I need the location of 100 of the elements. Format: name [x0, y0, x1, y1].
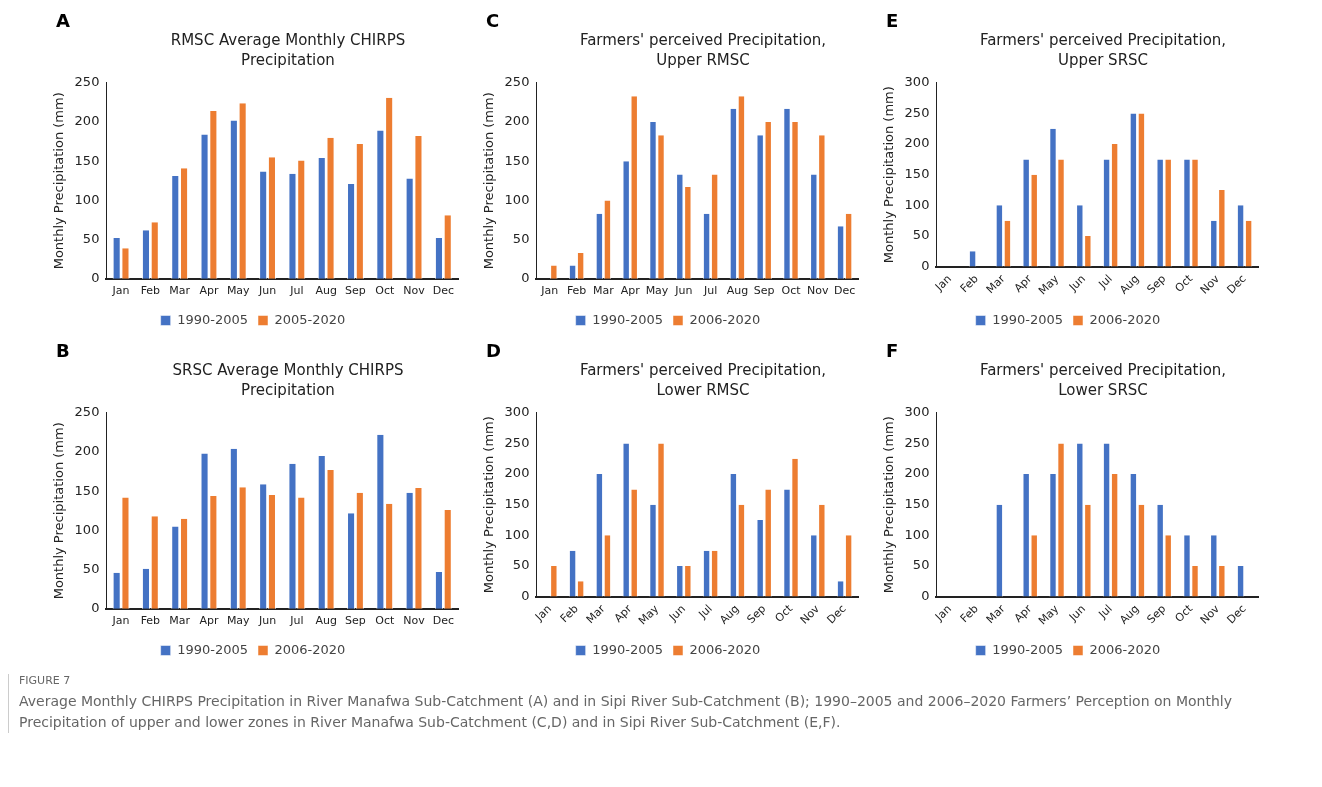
- x-tick-label: Jan: [932, 272, 954, 295]
- chart-title: Farmers' perceived Precipitation, Lower SRSC: [978, 360, 1228, 400]
- legend-label: 2005-2020: [274, 311, 346, 327]
- y-tick-label: 250: [504, 74, 530, 90]
- y-tick-label: 250: [74, 74, 100, 90]
- y-tick-label: 200: [504, 113, 530, 129]
- x-tick-label: Jun: [1065, 272, 1088, 295]
- x-tick-label: Aug: [315, 614, 337, 628]
- x-tick-label: Jun: [674, 284, 693, 298]
- y-tick-label: 50: [82, 560, 100, 576]
- y-tick-label: 50: [82, 230, 100, 246]
- x-tick-label: Feb: [957, 602, 981, 626]
- y-tick-label: 100: [904, 526, 930, 542]
- x-tick-label: Feb: [140, 284, 161, 298]
- text: F: [886, 340, 899, 361]
- legend-label: 2006-2020: [1089, 311, 1161, 327]
- y-tick-label: 50: [512, 230, 530, 246]
- y-tick-label: 250: [74, 404, 100, 420]
- y-tick-label: 0: [521, 270, 530, 286]
- y-tick-label: 250: [504, 434, 530, 450]
- x-tick-label: Jan: [111, 614, 130, 628]
- y-tick-label: 200: [904, 465, 930, 481]
- x-tick-label: Aug: [726, 284, 749, 298]
- y-tick-label: 300: [904, 74, 930, 90]
- y-tick-label: 150: [504, 152, 530, 168]
- x-tick-label: Feb: [957, 272, 981, 296]
- x-tick-label: Oct: [375, 614, 395, 628]
- x-tick-label: Jan: [111, 284, 130, 298]
- y-tick-label: 300: [904, 404, 930, 420]
- y-axis-title: Monthly Precipitation (mm): [51, 422, 67, 600]
- y-tick-label: 200: [74, 113, 100, 129]
- x-tick-label: Oct: [781, 284, 802, 298]
- x-tick-label: Jul: [289, 284, 304, 298]
- legend-label: 1990-2005: [992, 311, 1063, 327]
- y-tick-label: 150: [504, 496, 530, 512]
- y-tick-label: 150: [904, 166, 930, 182]
- x-tick-label: Jul: [1095, 272, 1115, 292]
- x-tick-label: Sep: [345, 284, 366, 298]
- x-tick-label: Apr: [611, 601, 635, 625]
- chart-title: Farmers' perceived Precipitation, Upper SRSC: [978, 30, 1228, 70]
- x-tick-label: Jun: [665, 602, 688, 625]
- legend-label: 1990-2005: [592, 311, 663, 327]
- chart-title: SRSC Average Monthly CHIRPS Precipitation: [171, 360, 405, 400]
- x-tick-label: May: [226, 284, 251, 298]
- y-tick-label: 150: [904, 496, 930, 512]
- legend-label: 1990-2005: [177, 641, 248, 657]
- y-tick-label: 50: [912, 227, 930, 243]
- x-tick-label: Mar: [593, 284, 615, 298]
- y-axis-title: Monthly Precipitation (mm): [481, 92, 497, 270]
- y-tick-label: 50: [912, 557, 930, 573]
- x-tick-label: Mar: [169, 614, 191, 628]
- x-tick-label: Jun: [257, 284, 277, 298]
- x-tick-label: Jan: [532, 602, 554, 625]
- x-tick-label: Feb: [566, 284, 587, 298]
- y-axis-title: Monthly Precipitation (mm): [51, 92, 67, 270]
- x-tick-label: Mar: [583, 601, 608, 627]
- text: FIGURE 7: [19, 674, 72, 687]
- y-tick-label: 0: [91, 600, 100, 616]
- y-tick-label: 150: [74, 482, 100, 498]
- legend-label: 2006-2020: [274, 641, 346, 657]
- y-axis-title: Monthly Precipitation (mm): [481, 416, 497, 594]
- x-tick-label: Dec: [833, 284, 856, 298]
- x-tick-label: Apr: [199, 614, 219, 628]
- text: Average Monthly CHIRPS Precipitation in River Manafwa Sub-Catchment (A) and in Sipi River Sub-Catchment (B); 1990–2005 and 2006–2020 Farmers’ Perception on Monthly Precipitation of upper and lower zones in River Manafwa Sub-Catchment (C,D) and in Sipi River Sub-Catchment (E,F).: [19, 692, 1233, 732]
- legend-label: 2006-2020: [689, 311, 761, 327]
- text: B: [56, 340, 70, 361]
- chart-title: RMSC Average Monthly CHIRPS Precipitation: [169, 30, 407, 70]
- x-tick-label: Feb: [140, 614, 161, 628]
- x-tick-label: Mar: [983, 601, 1008, 627]
- x-tick-label: Apr: [1011, 271, 1035, 295]
- x-tick-label: Mar: [983, 271, 1008, 297]
- text: A: [56, 10, 70, 31]
- y-tick-label: 200: [504, 465, 530, 481]
- x-tick-label: Feb: [557, 602, 581, 626]
- y-tick-label: 200: [904, 135, 930, 151]
- x-tick-label: Sep: [753, 284, 775, 298]
- x-tick-label: Oct: [375, 284, 395, 298]
- x-tick-label: Aug: [315, 284, 337, 298]
- x-tick-label: Oct: [1172, 271, 1196, 295]
- x-tick-label: Nov: [807, 284, 830, 298]
- y-tick-label: 250: [904, 434, 930, 450]
- legend-label: 1990-2005: [177, 311, 248, 327]
- y-tick-label: 100: [504, 191, 530, 207]
- x-tick-label: Jan: [932, 602, 954, 625]
- x-tick-label: Jun: [1065, 602, 1088, 625]
- x-tick-label: Dec: [432, 614, 454, 628]
- y-tick-label: 0: [91, 270, 100, 286]
- chart-title: Farmers' perceived Precipitation, Lower RMSC: [578, 360, 828, 400]
- y-tick-label: 100: [74, 521, 100, 537]
- x-tick-label: May: [226, 614, 251, 628]
- x-tick-label: Sep: [1144, 272, 1169, 297]
- y-tick-label: 0: [521, 587, 530, 603]
- x-tick-label: Apr: [1011, 601, 1035, 625]
- x-tick-label: Dec: [432, 284, 454, 298]
- y-tick-label: 250: [904, 104, 930, 120]
- y-tick-label: 100: [904, 196, 930, 212]
- y-tick-label: 0: [921, 587, 930, 603]
- x-tick-label: Jul: [289, 614, 304, 628]
- x-tick-label: Apr: [620, 284, 641, 298]
- x-tick-label: Oct: [772, 601, 796, 625]
